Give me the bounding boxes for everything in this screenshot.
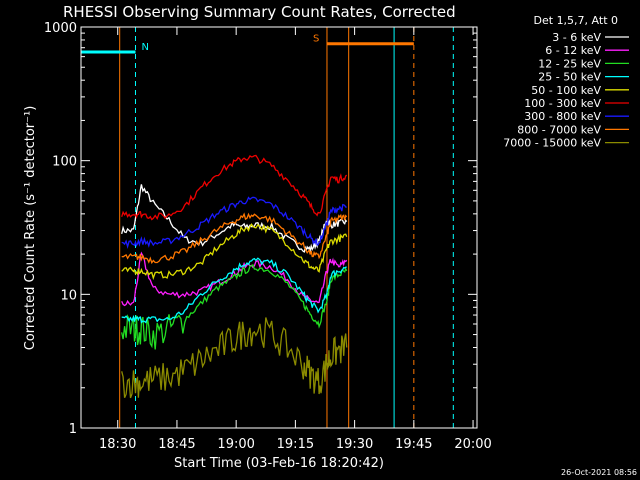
legend-label-6: 300 - 800 keV <box>524 110 601 123</box>
series-line-800-7000keV <box>121 212 348 265</box>
vertical-markers <box>80 27 454 428</box>
legend-label-3: 25 - 50 keV <box>538 71 601 84</box>
legend-label-8: 7000 - 15000 keV <box>503 137 601 150</box>
plot-frame <box>80 26 478 429</box>
x-tick-label-6: 20:00 <box>454 437 491 452</box>
series-line-12-25keV <box>121 263 348 350</box>
y-tick-label-2: 100 <box>52 155 77 170</box>
annotation-label-1: S <box>313 34 319 45</box>
x-tick-label-2: 19:00 <box>217 437 254 452</box>
y-tick-label-1: 10 <box>60 288 77 303</box>
series-line-50-100keV <box>121 223 348 281</box>
legend-label-7: 800 - 7000 keV <box>517 123 601 136</box>
series-layer <box>121 154 348 399</box>
x-axis-label: Start Time (03-Feb-16 18:20:42) <box>174 456 384 471</box>
y-axis-label: Corrected Count Rate (s⁻¹ detector⁻¹) <box>23 106 38 351</box>
axes: 18:30 18:45 19:00 19:15 19:30 19:45 20:00 1 10 10… <box>44 21 492 452</box>
legend-label-4: 50 - 100 keV <box>531 84 601 97</box>
chart-title: RHESSI Observing Summary Count Rates, Co… <box>63 3 456 21</box>
x-tick-label-3: 19:15 <box>277 437 314 452</box>
y-tick-label-3: 1000 <box>44 21 77 36</box>
legend-title: Det 1,5,7, Att 0 <box>534 14 618 27</box>
x-tick-label-5: 19:45 <box>395 437 432 452</box>
x-tick-label-0: 18:30 <box>99 437 136 452</box>
legend-label-5: 100 - 300 keV <box>524 97 601 110</box>
series-line-300-800keV <box>121 196 347 250</box>
y-tick-label-0: 1 <box>69 422 77 437</box>
series-line-7000-15000keV <box>121 317 348 399</box>
legend-label-0: 3 - 6 keV <box>552 31 601 44</box>
series-line-25-50keV <box>121 257 347 324</box>
series-line-6-12keV <box>121 251 348 307</box>
x-tick-label-1: 18:45 <box>158 437 195 452</box>
footer-date: 26-Oct-2021 08:56 <box>561 468 637 477</box>
x-tick-label-4: 19:30 <box>336 437 373 452</box>
legend-label-1: 6 - 12 keV <box>545 44 601 57</box>
series-line-100-300keV <box>121 154 348 221</box>
annotation-label-0: N <box>141 42 148 53</box>
annotations: NS <box>81 34 414 54</box>
legend-label-2: 12 - 25 keV <box>538 57 601 70</box>
